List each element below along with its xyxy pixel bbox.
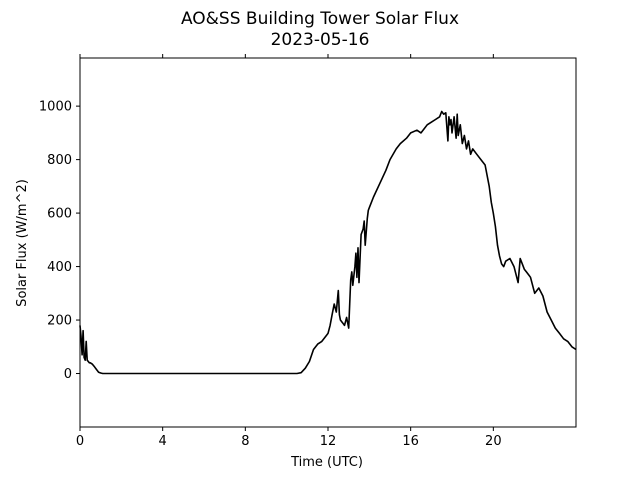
y-tick-label: 400 (47, 260, 72, 275)
series-line (79, 110, 577, 375)
x-tick: 0 (76, 54, 84, 449)
chart-title: AO&SS Building Tower Solar Flux (181, 9, 459, 29)
x-tick-label: 4 (159, 434, 167, 449)
x-tick: 8 (241, 54, 249, 449)
y-tick-label: 800 (47, 153, 72, 168)
y-tick: 400 (47, 260, 80, 275)
x-axis-label: Time (UTC) (290, 455, 363, 470)
plot-area (79, 57, 577, 428)
x-tick: 4 (159, 54, 167, 449)
chart-subtitle: 2023-05-16 (271, 30, 370, 50)
x-tick: 16 (402, 54, 419, 449)
x-tick-label: 20 (485, 434, 502, 449)
y-tick-label: 1000 (39, 100, 72, 115)
x-tick-label: 16 (402, 434, 419, 449)
y-tick: 800 (47, 153, 80, 168)
y-tick: 0 (64, 367, 80, 382)
x-tick-label: 0 (76, 434, 84, 449)
x-tick-label: 12 (320, 434, 337, 449)
x-tick: 20 (485, 54, 502, 449)
y-tick-label: 200 (47, 314, 72, 329)
y-axis-ticks: 0 200 400 600 800 1000 (39, 100, 80, 382)
x-tick-label: 8 (241, 434, 249, 449)
y-tick: 1000 (39, 100, 80, 115)
y-tick: 200 (47, 314, 80, 329)
y-tick-label: 600 (47, 207, 72, 222)
y-tick: 600 (47, 207, 80, 222)
plot-frame (79, 57, 577, 428)
y-tick-label: 0 (64, 367, 72, 382)
x-axis-ticks: 0 4 8 12 16 20 (76, 54, 502, 449)
y-axis-label: Solar Flux (W/m^2) (15, 179, 30, 307)
x-tick: 12 (320, 54, 337, 449)
